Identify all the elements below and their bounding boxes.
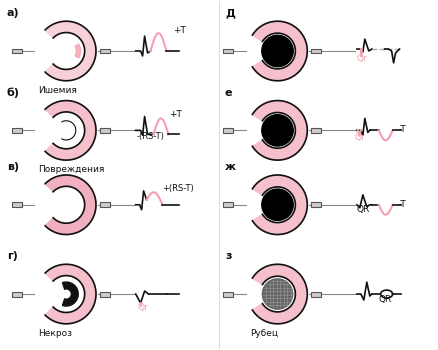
- Polygon shape: [252, 264, 307, 324]
- Text: -(RS-T): -(RS-T): [137, 132, 165, 141]
- Circle shape: [262, 279, 293, 309]
- Text: б): б): [7, 87, 20, 98]
- FancyBboxPatch shape: [311, 128, 321, 133]
- Circle shape: [262, 115, 293, 146]
- Text: а): а): [7, 8, 19, 18]
- Text: Ишемия: Ишемия: [39, 86, 78, 95]
- FancyBboxPatch shape: [12, 292, 21, 296]
- Polygon shape: [45, 264, 96, 324]
- Text: Qr: Qr: [357, 54, 367, 63]
- FancyBboxPatch shape: [12, 202, 21, 207]
- FancyBboxPatch shape: [311, 292, 321, 296]
- Text: Д: Д: [225, 8, 235, 18]
- Text: Рубец: Рубец: [250, 329, 278, 338]
- FancyBboxPatch shape: [100, 128, 110, 133]
- Text: з: з: [225, 251, 231, 261]
- Text: -T: -T: [399, 200, 406, 209]
- Text: -T: -T: [399, 125, 406, 134]
- FancyBboxPatch shape: [223, 292, 233, 296]
- Text: +T: +T: [173, 26, 186, 35]
- FancyBboxPatch shape: [223, 49, 233, 54]
- Text: Qr: Qr: [137, 303, 148, 312]
- FancyBboxPatch shape: [100, 202, 110, 207]
- Polygon shape: [45, 175, 96, 234]
- Polygon shape: [45, 100, 96, 160]
- Circle shape: [262, 189, 293, 220]
- Polygon shape: [63, 282, 78, 306]
- Text: в): в): [7, 162, 19, 172]
- Text: Qr: Qr: [354, 133, 365, 142]
- FancyBboxPatch shape: [223, 128, 233, 133]
- Text: +(RS-T): +(RS-T): [162, 184, 194, 193]
- FancyBboxPatch shape: [100, 49, 110, 54]
- Polygon shape: [75, 44, 81, 58]
- Polygon shape: [252, 100, 307, 160]
- Polygon shape: [252, 175, 307, 234]
- FancyBboxPatch shape: [223, 202, 233, 207]
- Polygon shape: [252, 21, 307, 81]
- Polygon shape: [45, 21, 96, 81]
- Text: ж: ж: [225, 162, 236, 172]
- Text: QR: QR: [378, 295, 391, 304]
- Text: +T: +T: [170, 111, 182, 119]
- Text: Некроз: Некроз: [39, 329, 72, 338]
- FancyBboxPatch shape: [311, 49, 321, 54]
- Text: е: е: [225, 88, 233, 98]
- FancyBboxPatch shape: [12, 49, 21, 54]
- Text: QR: QR: [356, 205, 370, 214]
- FancyBboxPatch shape: [12, 128, 21, 133]
- Text: Повреждения: Повреждения: [39, 165, 105, 174]
- FancyBboxPatch shape: [311, 202, 321, 207]
- Text: г): г): [7, 251, 18, 261]
- FancyBboxPatch shape: [100, 292, 110, 296]
- Circle shape: [262, 35, 293, 67]
